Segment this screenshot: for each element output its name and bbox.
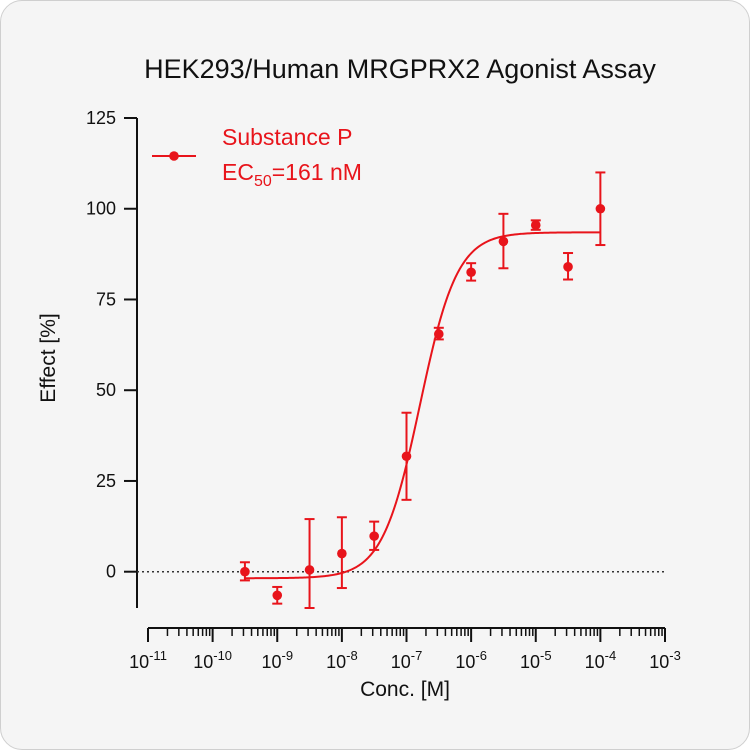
x-tick-label: 10-6 [455,648,487,672]
legend: Substance P EC50=161 nM [152,124,362,190]
x-tick-label: 10-8 [326,648,358,672]
y-tick-label: 25 [96,471,116,491]
data-point [240,566,250,577]
y-tick-label: 125 [86,108,116,128]
data-point [304,565,315,575]
data-point [272,590,283,601]
data-point [433,329,444,339]
data-point [337,548,347,559]
x-tick-label: 10-11 [129,648,167,672]
chart-title: HEK293/Human MRGPRX2 Agonist Assay [144,54,656,84]
data-point [595,203,606,214]
fit-curve [244,231,601,580]
plot-area: 0 25 50 75 100 125 10-11 10-10 10-9 10-8 10-7 10-6 1… [86,108,681,672]
data-point [369,531,379,541]
legend-series-name: Substance P [222,124,352,150]
x-tick-label: 10-10 [193,648,232,672]
data-point [401,451,412,462]
data-point [563,262,573,272]
ec50-suffix: =161 nM [272,159,362,185]
ec50-subscript: 50 [254,173,272,190]
y-axis-title: Effect [%] [37,313,60,403]
x-tick-label: 10-5 [520,648,552,672]
y-tick-label: 75 [96,289,116,309]
legend-point-marker [169,151,179,161]
legend-ec50-label: EC50=161 nM [222,159,362,190]
data-point [498,236,509,247]
y-tick-label: 100 [86,199,116,219]
x-tick-label: 10-3 [649,648,681,672]
x-axis-title: Conc. [M] [360,678,450,701]
y-tick-label: 0 [106,562,116,582]
x-tick-label: 10-9 [261,648,293,672]
x-tick-label: 10-4 [585,648,617,672]
x-tick-label: 10-7 [391,648,423,672]
y-tick-label: 50 [96,380,116,400]
ec50-prefix: EC [222,159,254,185]
data-point [466,267,476,278]
data-point [530,220,541,230]
